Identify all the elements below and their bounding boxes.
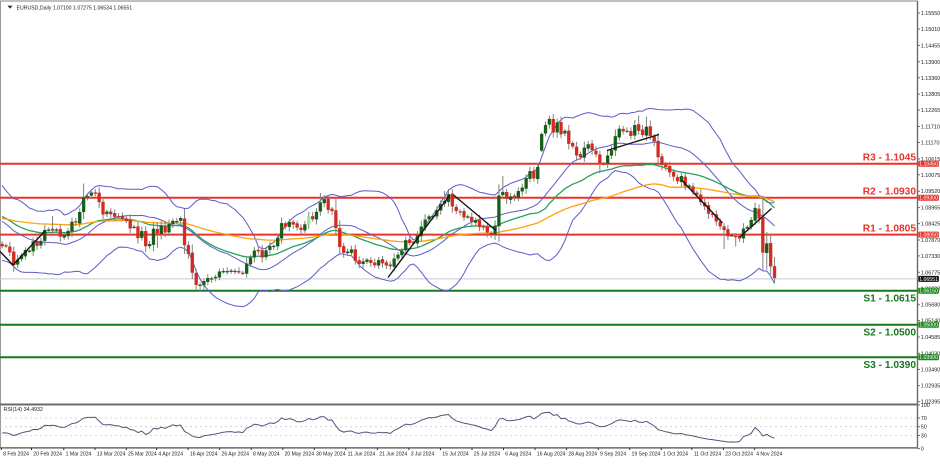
svg-text:1.02935: 1.02935	[921, 384, 940, 390]
svg-text:25 Jul 2024: 25 Jul 2024	[474, 451, 501, 457]
svg-text:1.14455: 1.14455	[921, 43, 940, 49]
svg-text:26 Apr 2024: 26 Apr 2024	[222, 451, 250, 457]
svg-text:3 Jul 2024: 3 Jul 2024	[411, 451, 435, 457]
svg-text:19 Sep 2024: 19 Sep 2024	[632, 451, 661, 457]
svg-text:1.08050: 1.08050	[919, 233, 938, 239]
svg-text:11 Oct 2024: 11 Oct 2024	[694, 451, 722, 457]
svg-text:1.03490: 1.03490	[921, 367, 940, 373]
svg-text:1.13900: 1.13900	[921, 60, 940, 66]
svg-text:16 Aug 2024: 16 Aug 2024	[537, 451, 566, 457]
svg-text:9 Sep 2024: 9 Sep 2024	[600, 451, 626, 457]
svg-text:28 Aug 2024: 28 Aug 2024	[568, 451, 597, 457]
svg-text:1.06775: 1.06775	[921, 270, 940, 276]
svg-text:30 May 2024: 30 May 2024	[316, 451, 346, 457]
svg-text:R3 - 1.1045: R3 - 1.1045	[863, 153, 917, 164]
svg-text:1.07870: 1.07870	[921, 238, 940, 244]
svg-text:R1 - 1.0805: R1 - 1.0805	[863, 223, 917, 234]
svg-text:6 Aug 2024: 6 Aug 2024	[505, 451, 531, 457]
svg-text:RSI(14) 34.4932: RSI(14) 34.4932	[4, 407, 44, 413]
svg-text:1.11710: 1.11710	[921, 125, 940, 131]
svg-text:8 Feb 2024: 8 Feb 2024	[3, 451, 29, 457]
svg-text:1.12265: 1.12265	[921, 108, 940, 114]
svg-text:1.13360: 1.13360	[921, 76, 940, 82]
svg-text:23 Oct 2024: 23 Oct 2024	[725, 451, 753, 457]
svg-text:1.06150: 1.06150	[919, 289, 938, 295]
svg-text:11 Jun 2024: 11 Jun 2024	[348, 451, 376, 457]
svg-text:4 Nov 2024: 4 Nov 2024	[756, 451, 782, 457]
svg-text:1.15010: 1.15010	[921, 27, 940, 33]
svg-text:8 May 2024: 8 May 2024	[253, 451, 280, 457]
svg-text:1.05000: 1.05000	[919, 323, 938, 329]
svg-text:1.02395: 1.02395	[921, 400, 940, 406]
svg-text:1.05680: 1.05680	[921, 303, 940, 309]
svg-text:20 May 2024: 20 May 2024	[285, 451, 315, 457]
svg-text:1.11170: 1.11170	[921, 141, 940, 147]
svg-text:1.10615: 1.10615	[921, 157, 940, 163]
svg-text:13 Mar 2024: 13 Mar 2024	[97, 451, 126, 457]
svg-text:S2 - 1.0500: S2 - 1.0500	[863, 327, 916, 338]
svg-text:100: 100	[921, 403, 930, 409]
svg-text:15 Jul 2024: 15 Jul 2024	[442, 451, 469, 457]
svg-text:1.10450: 1.10450	[919, 162, 938, 168]
svg-text:50: 50	[921, 425, 927, 431]
svg-text:1.06551: 1.06551	[919, 277, 938, 283]
svg-text:21 Jun 2024: 21 Jun 2024	[379, 451, 407, 457]
svg-text:30: 30	[921, 434, 927, 440]
svg-text:1.05140: 1.05140	[921, 319, 940, 325]
svg-text:S3 - 1.0390: S3 - 1.0390	[863, 360, 916, 371]
svg-text:1.10075: 1.10075	[921, 173, 940, 179]
svg-text:1.08965: 1.08965	[921, 206, 940, 212]
svg-text:1.04585: 1.04585	[921, 335, 940, 341]
svg-text:20 Feb 2024: 20 Feb 2024	[33, 451, 62, 457]
svg-text:1.15550: 1.15550	[921, 11, 940, 17]
svg-text:R2 - 1.0930: R2 - 1.0930	[863, 187, 917, 198]
svg-text:EURUSD,Daily 1.07100 1.07275: EURUSD,Daily 1.07100 1.07275 1.06534 1.0…	[17, 5, 133, 11]
svg-text:1.08425: 1.08425	[921, 222, 940, 228]
svg-text:S1 - 1.0615: S1 - 1.0615	[863, 293, 916, 304]
svg-text:1.07330: 1.07330	[921, 254, 940, 260]
svg-text:70: 70	[921, 416, 927, 422]
svg-text:0: 0	[921, 447, 924, 453]
svg-text:1.09520: 1.09520	[921, 189, 940, 195]
svg-text:4 Apr 2024: 4 Apr 2024	[158, 451, 183, 457]
svg-text:1.09300: 1.09300	[919, 196, 938, 202]
svg-text:1 Oct 2024: 1 Oct 2024	[663, 451, 688, 457]
svg-text:25 Mar 2024: 25 Mar 2024	[128, 451, 157, 457]
svg-text:1 Mar 2024: 1 Mar 2024	[66, 451, 92, 457]
svg-text:1.03900: 1.03900	[919, 355, 938, 361]
svg-text:1.12805: 1.12805	[921, 92, 940, 98]
svg-text:16 Apr 2024: 16 Apr 2024	[190, 451, 218, 457]
